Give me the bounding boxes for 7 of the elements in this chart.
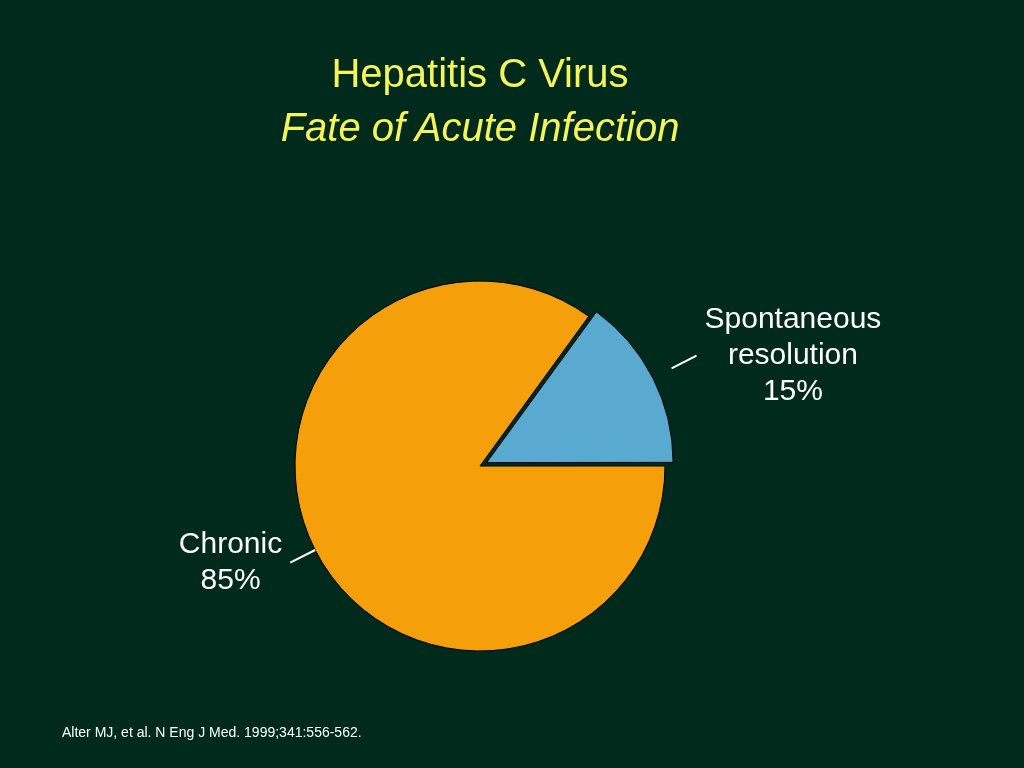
chart-subtitle: Fate of Acute Infection: [280, 105, 680, 150]
data-label: 15%: [762, 372, 823, 406]
text: Alter MJ, et al. N Eng J Med. 1999;341:556-562.: [62, 724, 362, 740]
slice-label: Chronic: [178, 525, 283, 559]
chart-title: Hepatitis C Virus: [331, 51, 629, 96]
slice-label: Spontaneous resolution: [704, 300, 882, 370]
data-label: 85%: [200, 561, 261, 595]
